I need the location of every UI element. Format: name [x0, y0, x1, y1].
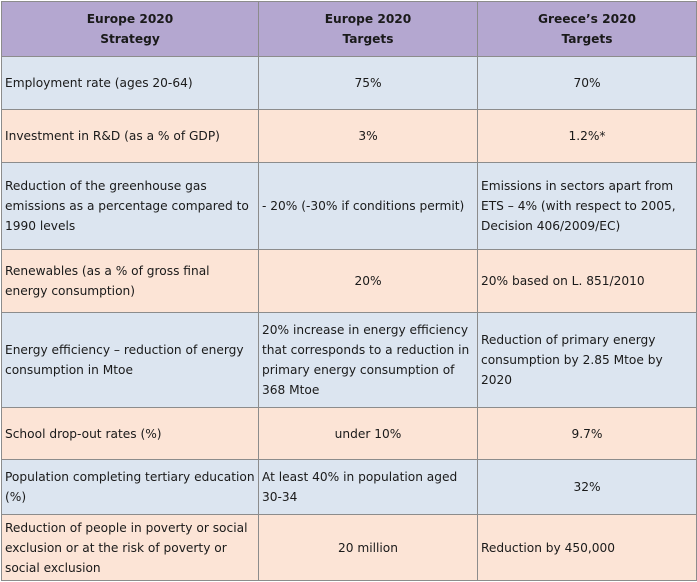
table-row: Reduction of the greenhouse gas emission…	[1, 162, 697, 250]
strategy-cell: Population completing tertiary education…	[1, 459, 259, 515]
eu-target-cell: 75%	[258, 56, 478, 110]
greece-target-cell: 9.7%	[477, 407, 697, 460]
header-strategy-line2: Strategy	[100, 32, 160, 46]
strategy-cell: School drop-out rates (%)	[1, 407, 259, 460]
eu-target-cell: 20%	[258, 249, 478, 313]
header-greece-targets-line2: Targets	[561, 32, 613, 46]
strategy-cell: Energy efficiency – reduction of energy …	[1, 312, 259, 408]
header-strategy-line1: Europe 2020	[86, 12, 174, 26]
greece-target-cell: Emissions in sectors apart from ETS – 4%…	[477, 162, 697, 250]
greece-target-cell: 32%	[477, 459, 697, 515]
greece-target-cell: 70%	[477, 56, 697, 110]
header-strategy: Europe 2020 Strategy	[1, 1, 259, 57]
table-row: Energy efficiency – reduction of energy …	[1, 312, 697, 408]
table-row: Renewables (as a % of gross final energy…	[1, 249, 697, 313]
table-row: Reduction of people in poverty or social…	[1, 514, 697, 581]
table-row: School drop-out rates (%) under 10% 9.7%	[1, 407, 697, 460]
table-row: Investment in R&D (as a % of GDP) 3% 1.2…	[1, 109, 697, 163]
strategy-cell: Reduction of people in poverty or social…	[1, 514, 259, 581]
greece-target-cell: 1.2%*	[477, 109, 697, 163]
table-row: Population completing tertiary education…	[1, 459, 697, 515]
greece-target-cell: Reduction by 450,000	[477, 514, 697, 581]
header-greece-targets: Greece’s 2020 Targets	[477, 1, 697, 57]
eu-target-cell: At least 40% in population aged 30-34	[258, 459, 478, 515]
eu-target-cell: 20 million	[258, 514, 478, 581]
eu-target-cell: 3%	[258, 109, 478, 163]
eu-target-cell: under 10%	[258, 407, 478, 460]
strategy-cell: Investment in R&D (as a % of GDP)	[1, 109, 259, 163]
header-greece-targets-line1: Greece’s 2020	[537, 12, 637, 26]
greece-target-cell: 20% based on L. 851/2010	[477, 249, 697, 313]
greece-target-cell: Reduction of primary energy consumption …	[477, 312, 697, 408]
strategy-cell: Renewables (as a % of gross final energy…	[1, 249, 259, 313]
header-eu-targets-line1: Europe 2020	[324, 12, 412, 26]
header-eu-targets: Europe 2020 Targets	[258, 1, 478, 57]
strategy-cell: Employment rate (ages 20-64)	[1, 56, 259, 110]
header-eu-targets-line2: Targets	[342, 32, 394, 46]
eu-target-cell: 20% increase in energy efficiency that c…	[258, 312, 478, 408]
header-row: Europe 2020 Strategy Europe 2020 Targets…	[1, 1, 697, 57]
strategy-cell: Reduction of the greenhouse gas emission…	[1, 162, 259, 250]
table-row: Employment rate (ages 20-64) 75% 70%	[1, 56, 697, 110]
eu-target-cell: - 20% (-30% if conditions permit)	[258, 162, 478, 250]
